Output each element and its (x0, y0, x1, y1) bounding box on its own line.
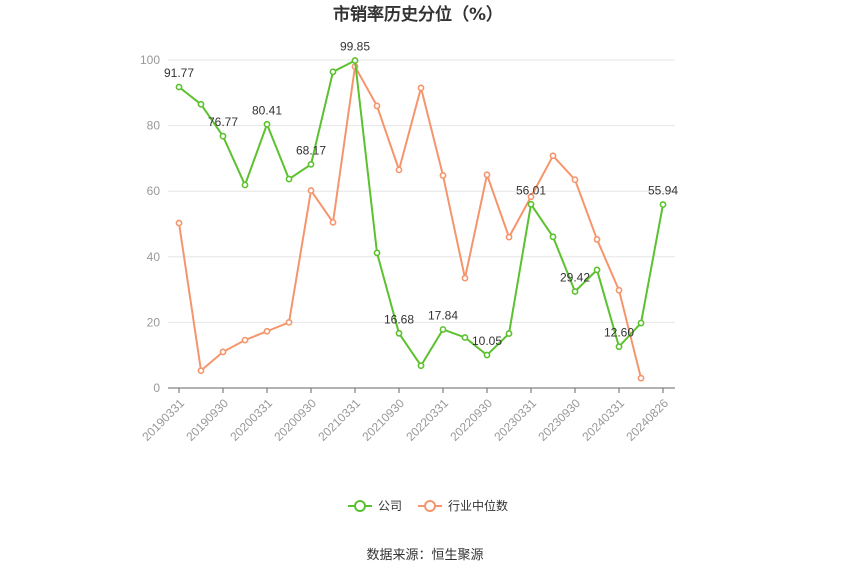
data-point (373, 249, 381, 257)
legend-label: 行业中位数 (448, 498, 508, 513)
data-label: 10.05 (472, 334, 502, 348)
data-point (505, 233, 513, 241)
axes: 0 20 40 60 80 100 2019033120190930202003312020… (139, 53, 675, 444)
legend-marker (424, 500, 436, 512)
data-point (461, 334, 469, 341)
data-label: 55.94 (648, 184, 678, 198)
data-point (395, 329, 403, 337)
data-point (197, 367, 205, 375)
data-point (637, 374, 645, 382)
data-point (637, 319, 645, 327)
data-point (571, 288, 579, 295)
data-point (219, 132, 227, 140)
data-point (241, 181, 249, 189)
data-label: 12.60 (604, 326, 634, 340)
y-tick-label: 100 (140, 53, 160, 67)
data-point (373, 102, 381, 110)
data-point (571, 176, 579, 184)
data-point (549, 233, 557, 241)
data-label: 91.77 (164, 66, 194, 80)
y-tick-label: 60 (147, 184, 161, 198)
legend-marker (354, 500, 366, 512)
legend-item-0: 公司 (348, 499, 402, 513)
series-line (178, 63, 642, 379)
data-point (615, 343, 623, 351)
x-tick-label: 20220331 (403, 396, 451, 444)
x-tick-label: 20240331 (579, 396, 627, 444)
data-label: 68.17 (296, 143, 326, 157)
chart-title: 市销率历史分位（%） (333, 4, 503, 25)
data-point (285, 175, 293, 183)
data-point (659, 201, 667, 208)
data-point (307, 161, 315, 168)
data-point (197, 100, 205, 108)
legend-item-1: 行业中位数 (418, 498, 508, 513)
data-point (219, 348, 227, 356)
x-tick-label: 20210930 (359, 396, 407, 444)
data-labels: 91.77 76.77 80.41 68.17 99.85 16.68 17.84 10.05… (164, 39, 678, 348)
data-label: 16.68 (384, 312, 414, 326)
x-tick-label: 20200331 (227, 396, 275, 444)
data-point (483, 351, 491, 359)
y-tick-label: 80 (147, 119, 161, 133)
x-tick-label: 20220930 (447, 396, 495, 444)
x-tick-label: 20210331 (315, 396, 363, 444)
source-note: 数据来源：恒生聚源 (366, 548, 483, 563)
data-point (175, 219, 183, 227)
legend: 公司 行业中位数 (348, 498, 508, 513)
series-layer (175, 57, 667, 382)
data-point (461, 274, 469, 282)
data-point (263, 120, 271, 128)
data-point (505, 330, 513, 337)
data-point (527, 200, 535, 208)
data-point (417, 84, 425, 92)
x-tick-label: 20190930 (183, 396, 231, 444)
y-tick-label: 0 (153, 381, 160, 395)
data-label: 17.84 (428, 308, 458, 322)
x-tick-label: 20190331 (139, 396, 187, 444)
data-point (439, 326, 447, 333)
data-label: 99.85 (340, 39, 370, 53)
data-point (329, 68, 337, 76)
data-point (439, 172, 447, 179)
data-point (593, 266, 601, 274)
data-point (307, 187, 315, 194)
data-point (483, 171, 491, 179)
y-tick-label: 20 (147, 315, 161, 329)
series-0 (175, 57, 667, 370)
x-tick-label: 20230930 (535, 396, 583, 444)
data-point (593, 236, 601, 243)
x-tick-label: 20240826 (623, 396, 671, 444)
grid-lines (168, 59, 675, 323)
data-point (241, 336, 249, 344)
data-point (549, 152, 557, 160)
data-point (615, 286, 623, 294)
data-point (285, 318, 293, 326)
data-point (175, 83, 183, 91)
data-label: 80.41 (252, 103, 282, 117)
legend-label: 公司 (378, 499, 402, 513)
data-label: 56.01 (516, 183, 546, 197)
data-label: 29.42 (560, 271, 590, 285)
data-point (351, 57, 359, 64)
x-tick-label: 20200930 (271, 396, 319, 444)
x-tick-label: 20230331 (491, 396, 539, 444)
data-point (417, 362, 425, 370)
data-point (527, 193, 535, 201)
series-1 (175, 63, 645, 382)
data-label: 76.77 (208, 115, 238, 129)
y-tick-label: 40 (147, 250, 161, 264)
data-point (329, 218, 337, 226)
data-point (395, 166, 403, 174)
data-point (263, 327, 271, 335)
